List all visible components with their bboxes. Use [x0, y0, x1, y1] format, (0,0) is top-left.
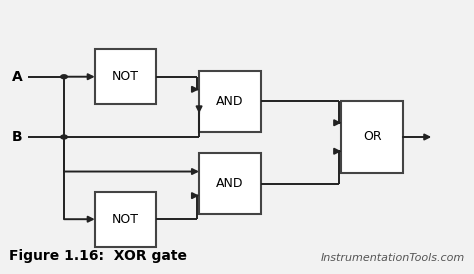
- Circle shape: [61, 75, 67, 79]
- Text: Figure 1.16:  XOR gate: Figure 1.16: XOR gate: [9, 249, 188, 263]
- Text: InstrumentationTools.com: InstrumentationTools.com: [320, 253, 465, 263]
- Text: A: A: [12, 70, 23, 84]
- Text: OR: OR: [363, 130, 382, 144]
- Text: AND: AND: [216, 177, 244, 190]
- Text: B: B: [12, 130, 22, 144]
- Text: NOT: NOT: [112, 70, 139, 83]
- Bar: [95, 49, 156, 104]
- Text: AND: AND: [216, 95, 244, 108]
- Bar: [341, 101, 403, 173]
- Text: NOT: NOT: [112, 213, 139, 226]
- Bar: [199, 153, 261, 214]
- Bar: [95, 192, 156, 247]
- Bar: [199, 71, 261, 132]
- Circle shape: [61, 135, 67, 139]
